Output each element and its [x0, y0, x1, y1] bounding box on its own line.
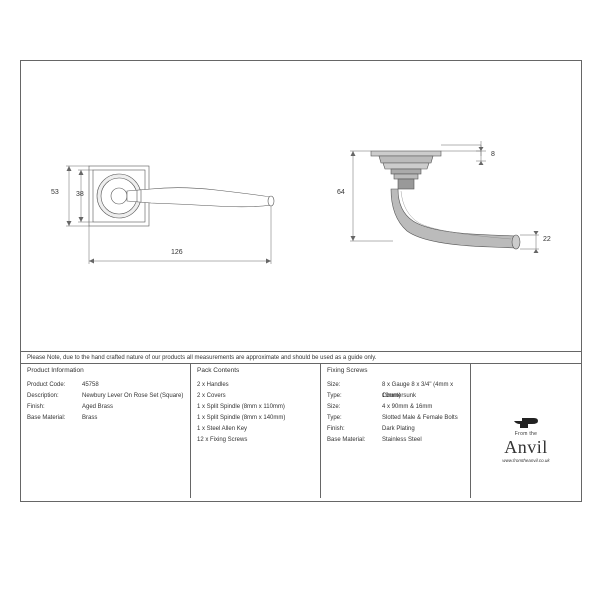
side-elevation	[331, 111, 561, 311]
pi-finish-value: Aged Brass	[82, 402, 184, 413]
note-row: Please Note, due to the hand crafted nat…	[21, 351, 581, 363]
pc-item: 2 x Covers	[191, 391, 320, 402]
fs-k: Size:	[327, 380, 382, 391]
col-logo: From the Anvil www.fromtheanvil.co.uk	[471, 378, 581, 498]
info-header: Product Information Pack Contents Fixing…	[21, 363, 581, 378]
fs-v: 4 x 90mm & 16mm	[382, 402, 464, 413]
drawing-area: 53 38 126	[21, 61, 581, 351]
fs-row: Finish:Dark Plating	[321, 424, 470, 435]
pi-desc-label: Description:	[27, 391, 82, 402]
hdr-pack-contents: Pack Contents	[191, 364, 321, 378]
dim-22: 22	[543, 236, 551, 243]
pi-desc-value: Newbury Lever On Rose Set (Square)	[82, 391, 184, 402]
pi-desc: Description: Newbury Lever On Rose Set (…	[21, 391, 190, 402]
fs-k: Size:	[327, 402, 382, 413]
front-elevation	[41, 111, 301, 311]
fs-row: Size:8 x Gauge 8 x 3/4" (4mm x 19mm)	[321, 380, 470, 391]
dim-8: 8	[491, 151, 495, 158]
pi-finish: Finish: Aged Brass	[21, 402, 190, 413]
col-fixing-screws: Size:8 x Gauge 8 x 3/4" (4mm x 19mm) Typ…	[321, 378, 471, 498]
pc-item: 1 x Steel Allen Key	[191, 424, 320, 435]
info-body: Product Code: 45758 Description: Newbury…	[21, 378, 581, 498]
fs-v: Dark Plating	[382, 424, 464, 435]
hdr-product-info: Product Information	[21, 364, 191, 378]
fs-row: Size:4 x 90mm & 16mm	[321, 402, 470, 413]
pi-base-label: Base Material:	[27, 413, 82, 424]
pi-code-value: 45758	[82, 380, 184, 391]
fs-row: Type:Countersunk	[321, 391, 470, 402]
fs-row: Type:Slotted Male & Female Bolts	[321, 413, 470, 424]
hdr-fixing-screws: Fixing Screws	[321, 364, 471, 378]
pc-item: 12 x Fixing Screws	[191, 435, 320, 446]
dim-53: 53	[51, 189, 59, 196]
fs-v: 8 x Gauge 8 x 3/4" (4mm x 19mm)	[382, 380, 464, 391]
fs-k: Finish:	[327, 424, 382, 435]
col-product-info: Product Code: 45758 Description: Newbury…	[21, 378, 191, 498]
col-pack-contents: 2 x Handles 2 x Covers 1 x Split Spindle…	[191, 378, 321, 498]
dim-64: 64	[337, 189, 345, 196]
fs-k: Base Material:	[327, 435, 382, 446]
pi-base: Base Material: Brass	[21, 413, 190, 424]
pc-item: 1 x Split Spindle (8mm x 110mm)	[191, 402, 320, 413]
anvil-icon	[512, 415, 540, 431]
pc-item: 1 x Split Spindle (8mm x 140mm)	[191, 413, 320, 424]
fs-row: Base Material:Stainless Steel	[321, 435, 470, 446]
fs-k: Type:	[327, 391, 382, 402]
hdr-logo-spacer	[471, 364, 581, 378]
pi-code: Product Code: 45758	[21, 380, 190, 391]
dim-126: 126	[171, 249, 183, 256]
pi-finish-label: Finish:	[27, 402, 82, 413]
pi-code-label: Product Code:	[27, 380, 82, 391]
dim-38: 38	[76, 191, 84, 198]
logo-big: Anvil	[504, 437, 548, 458]
fs-k: Type:	[327, 413, 382, 424]
drawing-sheet: 53 38 126	[20, 60, 582, 502]
fs-v: Countersunk	[382, 391, 464, 402]
pi-base-value: Brass	[82, 413, 184, 424]
logo-url: www.fromtheanvil.co.uk	[502, 458, 549, 463]
fs-v: Slotted Male & Female Bolts	[382, 413, 464, 424]
pc-item: 2 x Handles	[191, 380, 320, 391]
fs-v: Stainless Steel	[382, 435, 464, 446]
